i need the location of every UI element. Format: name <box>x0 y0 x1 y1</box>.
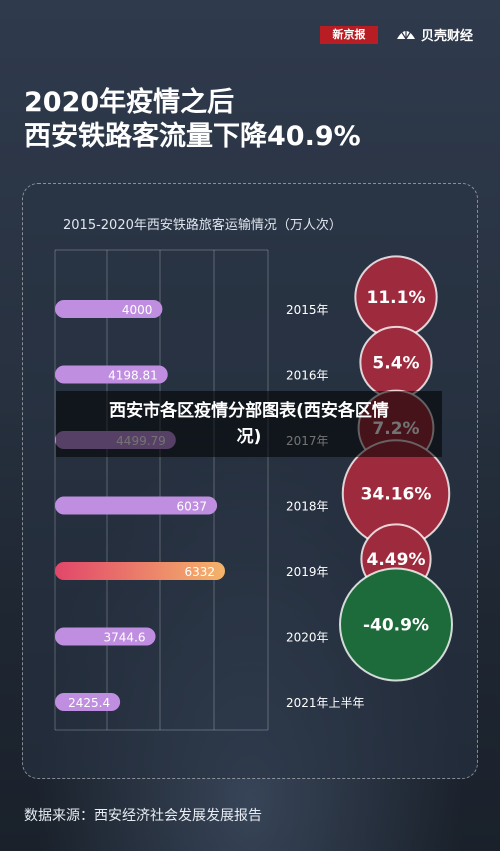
news-brand-logo: 新京报 <box>320 26 378 44</box>
category-label: 2020年 <box>286 631 329 645</box>
bar-6 <box>55 693 121 711</box>
growth-label: 11.1% <box>367 288 426 308</box>
chart-title: 2015-2020年西安铁路旅客运输情况（万人次） <box>63 218 342 233</box>
category-label: 2016年 <box>286 369 329 383</box>
bar-5 <box>55 627 156 646</box>
bar-1 <box>55 365 168 384</box>
growth-bubble-5 <box>339 567 453 682</box>
bar-value-label: 3744.6 <box>104 631 146 645</box>
caption-line-1: 西安市各区疫情分部图表(西安各区情 <box>109 401 389 421</box>
bar-value-label: 2425.4 <box>68 696 110 710</box>
caption-line-2: 况) <box>236 427 262 447</box>
growth-label: 4.49% <box>367 550 426 570</box>
bar-value-label: 4198.81 <box>108 369 158 383</box>
category-label: 2018年 <box>286 500 329 514</box>
growth-label: 34.16% <box>361 485 432 505</box>
beike-brand-logo: 贝壳财经 <box>395 24 473 44</box>
headline: 2020年疫情之后 西安铁路客流量下降40.9% <box>24 86 361 154</box>
headline-line-1: 2020年疫情之后 <box>24 87 235 118</box>
bar-value-label: 6037 <box>177 500 208 514</box>
bar-value-label: 6332 <box>184 565 215 579</box>
shell-icon <box>397 29 415 40</box>
bar-0 <box>55 300 163 318</box>
growth-label: 5.4% <box>372 354 419 374</box>
data-source: 数据来源：西安经济社会发展发展报告 <box>24 808 262 824</box>
bar-4 <box>55 562 225 580</box>
bar-value-label: 4000 <box>122 303 153 317</box>
growth-label: -40.9% <box>363 616 429 636</box>
caption-overlay: 西安市各区疫情分部图表(西安各区情 况) <box>56 391 442 457</box>
category-label: 2021年上半年 <box>286 696 365 710</box>
category-label: 2019年 <box>286 565 329 579</box>
category-label: 2015年 <box>286 303 329 317</box>
bar-3 <box>55 496 218 515</box>
beike-brand-text: 贝壳财经 <box>421 28 474 44</box>
headline-line-2: 西安铁路客流量下降40.9% <box>24 121 361 152</box>
